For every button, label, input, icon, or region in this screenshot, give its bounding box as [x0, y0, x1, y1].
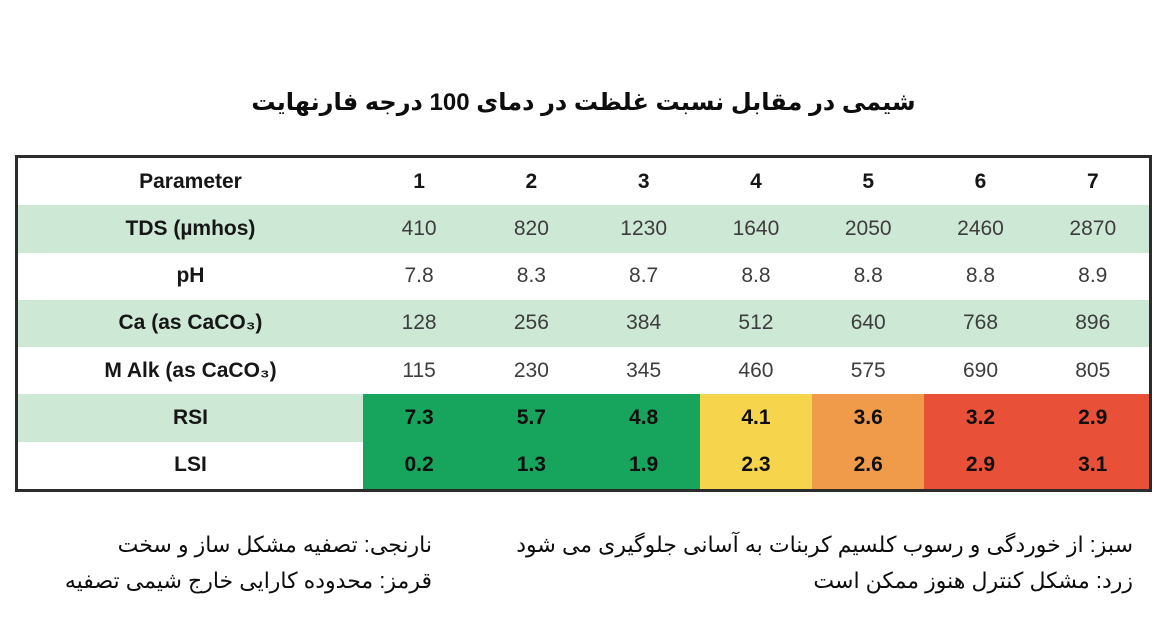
- value-cell: 115: [402, 358, 436, 382]
- table-row-tds: TDS (µmhos) 410 820 1230 1640 2050 2460 2870: [18, 205, 1149, 253]
- value-cell: 896: [1075, 311, 1111, 335]
- legend-notes-orange-red: نارنجی: تصفیه مشکل ساز و سخت قرمز: محدوده…: [65, 527, 432, 599]
- row-label: LSI: [174, 453, 207, 477]
- value-cell: 460: [738, 358, 774, 382]
- value-cell: 575: [850, 358, 886, 382]
- chart-title: شیمی در مقابل نسبت غلظت در دمای 100 درجه…: [251, 89, 916, 116]
- value-cell: 2.3: [699, 441, 813, 489]
- value-cell: 8.3: [516, 264, 546, 288]
- value-cell: 640: [850, 311, 886, 335]
- value-cell: 690: [962, 358, 999, 382]
- value-cell: 1640: [732, 216, 780, 240]
- row-label: Ca (as CaCO₃): [118, 311, 263, 335]
- row-label: RSI: [172, 406, 208, 430]
- value-cell: 1.3: [475, 441, 588, 489]
- table-row-ca: Ca (as CaCO₃) 128 256 384 512 640 768 896: [18, 299, 1149, 348]
- value-cell: 3.6: [812, 394, 925, 442]
- header-col-5: 5: [862, 169, 875, 193]
- row-label: TDS (µmhos): [125, 216, 256, 240]
- table-row-ph: pH 7.8 8.3 8.7 8.8 8.8 8.8 8.9: [18, 252, 1149, 300]
- table-row-lsi: LSI 0.2 1.3 1.9 2.3 2.6 2.9 3.1: [18, 441, 1149, 489]
- value-cell: 0.2: [362, 441, 476, 489]
- value-cell: 7.8: [404, 264, 434, 288]
- row-label: M Alk (as CaCO₃): [104, 358, 277, 382]
- value-cell: 3.2: [924, 394, 1037, 442]
- table-row-m: M Alk (as CaCO₃) 115 230 345 460 575 690 805: [18, 347, 1149, 395]
- value-cell: 7.3: [362, 394, 476, 442]
- header-col-1: 1: [413, 169, 425, 193]
- header-col-3: 3: [637, 169, 650, 193]
- value-cell: 8.8: [853, 264, 883, 288]
- value-cell: 8.8: [741, 264, 771, 288]
- value-cell: 3.1: [1036, 441, 1149, 489]
- value-cell: 1.9: [587, 441, 700, 489]
- water-chemistry-table: Parameter 1 2 3 4 5 6 7 TDS (µmhos) 410 820 1230 164…: [15, 155, 1152, 492]
- header-col-6: 6: [974, 169, 987, 193]
- value-cell: 512: [738, 311, 774, 335]
- value-cell: 2.9: [1036, 394, 1149, 442]
- legend-notes-green-yellow: سبز: از خوردگی و رسوب کلسیم کربنات به آس…: [516, 527, 1133, 599]
- value-cell: 8.8: [965, 264, 996, 288]
- value-cell: 2.9: [924, 441, 1037, 489]
- value-cell: 2870: [1069, 216, 1117, 240]
- value-cell: 4.8: [587, 394, 700, 442]
- value-cell: 1230: [620, 216, 668, 240]
- header-col-2: 2: [525, 169, 538, 193]
- table-row-rsi: RSI 7.3 5.7 4.8 4.1 3.6 3.2 2.9: [18, 394, 1149, 442]
- value-cell: 2050: [844, 216, 892, 240]
- value-cell: 128: [401, 311, 437, 335]
- legend-note: زرد: مشکل کنترل هنوز ممکن است: [813, 568, 1133, 593]
- value-cell: 230: [513, 358, 549, 382]
- legend-note: قرمز: محدوده کارایی خارج شیمی تصفیه: [64, 568, 432, 593]
- value-cell: 768: [962, 311, 999, 335]
- value-cell: 8.7: [629, 264, 659, 288]
- value-cell: 8.9: [1078, 264, 1108, 288]
- value-cell: 820: [513, 216, 549, 240]
- value-cell: 4.1: [699, 394, 813, 442]
- value-cell: 256: [513, 311, 549, 335]
- value-cell: 2460: [957, 216, 1004, 240]
- legend-note: سبز: از خوردگی و رسوب کلسیم کربنات به آس…: [516, 532, 1133, 557]
- value-cell: 2.6: [812, 441, 925, 489]
- value-cell: 410: [401, 216, 437, 240]
- value-cell: 5.7: [475, 394, 588, 442]
- legend-note: نارنجی: تصفیه مشکل ساز و سخت: [117, 532, 432, 557]
- header-col-4: 4: [750, 169, 762, 193]
- header-col-7: 7: [1086, 169, 1099, 193]
- row-label: pH: [176, 264, 205, 288]
- value-cell: 384: [626, 311, 662, 335]
- header-parameter: Parameter: [139, 169, 242, 193]
- value-cell: 345: [626, 358, 662, 382]
- value-cell: 805: [1075, 358, 1111, 382]
- table-header-row: Parameter 1 2 3 4 5 6 7: [18, 158, 1149, 206]
